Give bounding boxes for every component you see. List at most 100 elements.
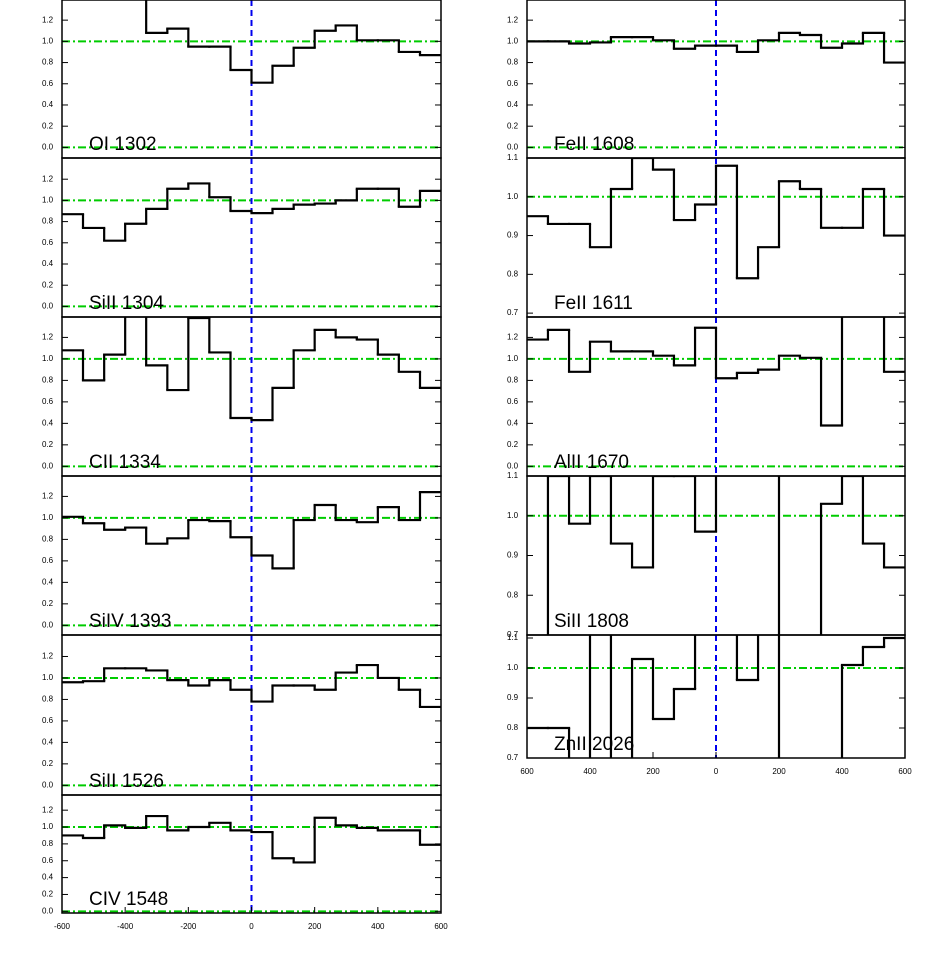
x-tick-label: 400 — [371, 922, 385, 931]
y-tick-label: 0.2 — [42, 599, 54, 608]
y-tick-label: 0.7 — [507, 753, 519, 762]
y-tick-label: 1.1 — [507, 633, 519, 642]
y-tick-label: 0.0 — [42, 461, 54, 470]
y-tick-label: 0.7 — [507, 308, 519, 317]
y-tick-label: 1.0 — [507, 192, 519, 201]
panel — [527, 158, 905, 317]
y-tick-label: 1.0 — [507, 354, 519, 363]
panel-label: AlII 1670 — [554, 452, 629, 473]
y-tick-label: 0.4 — [42, 259, 54, 268]
y-tick-label: 0.0 — [42, 780, 54, 789]
y-tick-label: 0.8 — [42, 217, 54, 226]
panel — [527, 476, 905, 635]
y-tick-label: 1.2 — [42, 15, 54, 24]
y-tick-label: 0.0 — [507, 143, 519, 152]
y-tick-label: 1.2 — [42, 174, 54, 183]
y-tick-label: 0.8 — [507, 723, 519, 732]
y-tick-label: 0.6 — [42, 856, 54, 865]
panel-label: SiII 1808 — [554, 611, 629, 632]
y-tick-label: 0.8 — [507, 269, 519, 278]
panel-label: CIV 1548 — [89, 889, 168, 910]
y-tick-label: 0.4 — [42, 737, 54, 746]
y-tick-label: 1.2 — [507, 15, 519, 24]
y-tick-label: 0.6 — [507, 397, 519, 406]
y-tick-label: 0.2 — [507, 121, 519, 130]
x-tick-label: 600 — [434, 922, 448, 931]
panel-label: FeII 1608 — [554, 134, 634, 155]
y-tick-label: 0.9 — [507, 693, 519, 702]
y-tick-label: 1.0 — [42, 354, 54, 363]
y-tick-label: 0.2 — [42, 759, 54, 768]
y-tick-label: 0.6 — [42, 397, 54, 406]
y-tick-label: 1.0 — [507, 36, 519, 45]
panel — [62, 635, 441, 795]
x-tick-label: 600 — [898, 767, 912, 776]
x-tick-label: 0 — [249, 922, 254, 931]
panel — [62, 0, 441, 158]
x-tick-label: 200 — [772, 767, 786, 776]
y-tick-label: 0.6 — [42, 716, 54, 725]
y-tick-label: 0.4 — [507, 100, 519, 109]
y-tick-label: 0.2 — [42, 890, 54, 899]
y-tick-label: 0.4 — [507, 418, 519, 427]
y-tick-label: 1.0 — [42, 513, 54, 522]
x-tick-label: 200 — [308, 922, 322, 931]
panel-label: SiIV 1393 — [89, 611, 171, 632]
x-tick-label: 200 — [646, 767, 660, 776]
x-tick-label: -200 — [180, 922, 197, 931]
y-tick-label: 1.1 — [507, 471, 519, 480]
y-tick-label: 0.4 — [42, 418, 54, 427]
panel — [527, 635, 905, 758]
y-tick-label: 1.0 — [507, 511, 519, 520]
y-tick-label: 0.6 — [507, 79, 519, 88]
panel — [62, 317, 441, 476]
y-tick-label: 0.9 — [507, 231, 519, 240]
panel-label: ZnII 2026 — [554, 734, 634, 755]
y-tick-label: 0.8 — [507, 375, 519, 384]
panel-label: SiII 1526 — [89, 771, 164, 792]
x-tick-label: -400 — [117, 922, 134, 931]
x-tick-label: 400 — [583, 767, 597, 776]
y-tick-label: 0.4 — [42, 100, 54, 109]
x-tick-label: 400 — [835, 767, 849, 776]
y-tick-label: 0.9 — [507, 551, 519, 560]
y-tick-label: 0.8 — [507, 590, 519, 599]
y-tick-label: 0.2 — [42, 440, 54, 449]
y-tick-label: 1.1 — [507, 153, 519, 162]
y-tick-label: 0.6 — [42, 556, 54, 565]
y-tick-label: 0.7 — [507, 630, 519, 639]
y-tick-label: 0.8 — [42, 375, 54, 384]
y-tick-label: 0.2 — [42, 121, 54, 130]
y-tick-label: 1.0 — [42, 196, 54, 205]
y-tick-label: 1.0 — [42, 822, 54, 831]
y-tick-label: 0.2 — [507, 440, 519, 449]
y-tick-label: 1.2 — [42, 652, 54, 661]
y-tick-label: 0.0 — [42, 906, 54, 915]
y-tick-label: 0.4 — [42, 577, 54, 586]
y-tick-label: 0.6 — [42, 238, 54, 247]
y-tick-label: 1.2 — [42, 492, 54, 501]
y-tick-label: 0.8 — [42, 695, 54, 704]
y-tick-label: 1.2 — [42, 333, 54, 342]
y-tick-label: 1.0 — [42, 36, 54, 45]
x-tick-label: -600 — [54, 922, 71, 931]
y-tick-label: 0.6 — [42, 79, 54, 88]
y-tick-label: 0.8 — [42, 534, 54, 543]
panel — [62, 158, 441, 317]
y-tick-label: 1.2 — [42, 805, 54, 814]
y-tick-label: 0.0 — [42, 302, 54, 311]
panel-label: FeII 1611 — [554, 293, 633, 314]
y-tick-label: 0.0 — [42, 620, 54, 629]
x-tick-label: 600 — [520, 767, 534, 776]
y-tick-label: 0.0 — [42, 143, 54, 152]
y-tick-label: 1.0 — [42, 673, 54, 682]
panel-label: OI 1302 — [89, 134, 157, 155]
panel-label: CII 1334 — [89, 452, 161, 473]
panel — [62, 476, 441, 635]
x-tick-label: 0 — [714, 767, 719, 776]
panel — [527, 317, 905, 476]
y-tick-label: 0.2 — [42, 280, 54, 289]
y-tick-label: 1.0 — [507, 663, 519, 672]
